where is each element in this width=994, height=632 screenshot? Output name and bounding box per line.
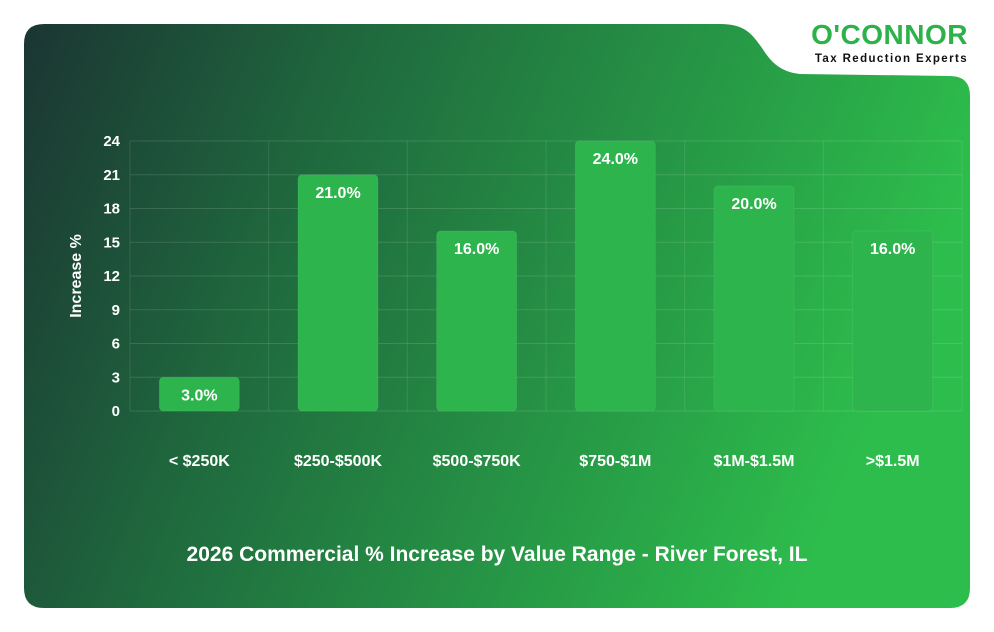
x-tick-label: < $250K (169, 453, 230, 470)
bar-value-label: 16.0% (454, 241, 499, 258)
bar-value-label: 20.0% (731, 196, 776, 213)
y-tick-label: 0 (112, 403, 120, 420)
x-tick-label: $250-$500K (294, 453, 383, 470)
brand-logo: O'CONNOR Tax Reduction Experts (778, 18, 968, 66)
bar (297, 174, 379, 412)
chart-title: 2026 Commercial % Increase by Value Rang… (186, 543, 808, 566)
bar-value-label: 3.0% (181, 387, 217, 404)
brand-tagline: Tax Reduction Experts (814, 53, 968, 65)
bar (436, 230, 518, 412)
y-tick-label: 21 (103, 167, 120, 184)
bar (158, 376, 240, 412)
x-tick-label: $1M-$1.5M (714, 453, 795, 470)
bar-value-label: 16.0% (870, 241, 915, 258)
y-tick-label: 12 (103, 268, 120, 285)
y-tick-label: 18 (103, 201, 120, 218)
bar (713, 185, 795, 412)
x-tick-label: $750-$1M (579, 453, 651, 470)
plot-area: 0 3 6 9 12 15 18 21 24 3.0% < $250K 21.0% $250-$500K… (68, 133, 963, 470)
y-tick-label: 24 (103, 133, 120, 150)
y-tick-label: 3 (112, 369, 120, 386)
x-tick-label: >$1.5M (866, 453, 920, 470)
bar-value-label: 24.0% (593, 151, 638, 168)
y-axis-label: Increase % (68, 234, 85, 318)
x-tick-label: $500-$750K (433, 453, 522, 470)
brand-name: O'CONNOR (811, 19, 968, 50)
y-tick-label: 9 (112, 302, 120, 319)
y-tick-label: 15 (103, 234, 120, 251)
bar (574, 140, 656, 412)
bar-value-label: 21.0% (315, 185, 360, 202)
bar (852, 230, 934, 412)
y-tick-label: 6 (112, 336, 120, 353)
